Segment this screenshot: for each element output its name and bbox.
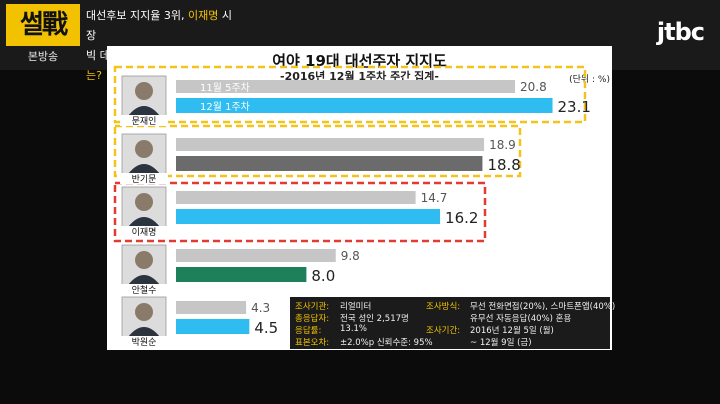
bar-current-value-label: 16.2 [445, 209, 478, 227]
highlight-box-moon [113, 65, 587, 124]
bar-prev-week [176, 249, 336, 262]
candidate-name: 박원순 [132, 337, 157, 348]
show-logo: 썰戰 [6, 4, 80, 46]
chart-unit: (단위 : %) [569, 75, 610, 85]
name-plate [120, 226, 168, 237]
bar-current-week [176, 209, 441, 224]
footer-value: 2016년 12월 5일 (월) [470, 326, 554, 336]
bar-prev-week [176, 301, 247, 314]
footer-label: 응답률: [295, 326, 322, 336]
footer-value: ±2.0%p 신뢰수준: 95% [340, 338, 433, 348]
bar-current-value-label: 18.8 [487, 156, 520, 174]
footer-label: 조사기관: [295, 302, 330, 312]
bar-prev-week [176, 80, 516, 93]
bar-prev-value-label: 18.9 [489, 138, 516, 152]
portrait-body-icon [128, 164, 160, 174]
portrait-body-icon [128, 217, 160, 227]
footer-value: ~ 12월 9일 (금) [470, 338, 532, 348]
footer-label: 조사방식: [426, 302, 461, 312]
chart-title: 여야 19대 대선주자 지지도 [272, 52, 447, 70]
series-label-prev: 11월 5주차 [200, 82, 250, 94]
bar-current-value-label: 8.0 [311, 267, 335, 285]
bar-current-week [176, 156, 483, 171]
headline-line1-suffix: 시장 [86, 9, 232, 42]
candidate-name: 문재인 [132, 116, 157, 127]
bar-prev-value-label: 4.3 [251, 301, 270, 315]
portrait-head-icon [135, 251, 153, 269]
series-label-current: 12월 1주차 [200, 101, 250, 113]
candidate-name: 안철수 [132, 285, 157, 296]
portrait-head-icon [135, 140, 153, 158]
bar-prev-value-label: 9.8 [341, 249, 360, 263]
bar-prev-week [176, 191, 416, 204]
footer-value: 리얼미터 [340, 302, 372, 312]
portrait-body-icon [128, 106, 160, 116]
name-plate [120, 336, 168, 347]
footer-value: 무선 전화면접(20%), 스마트폰앱(40%) [470, 302, 616, 312]
footer-value: 유무선 자동응답(40%) 혼용 [470, 314, 572, 324]
bar-current-value-label: 23.1 [558, 98, 591, 116]
footer-label: 총응답자: [295, 314, 330, 324]
portrait-body-icon [128, 327, 160, 337]
footer-label: 표본오차: [295, 338, 330, 348]
portrait-body-icon [128, 275, 160, 285]
portrait-head-icon [135, 303, 153, 321]
name-plate [120, 115, 168, 126]
survey-info-box: 조사기관: 리얼미터 조사방식: 무선 전화면접(20%), 스마트폰앱(40%… [290, 297, 615, 349]
bar-current-week [176, 267, 307, 282]
broadcaster-logo: jtbc [656, 18, 705, 46]
portrait-head-icon [135, 193, 153, 211]
candidate-name: 반기문 [132, 174, 157, 185]
show-logo-subtitle: 본방송 [27, 50, 59, 63]
highlight-box-ban [113, 124, 522, 178]
headline-line1-highlight: 이재명 [187, 9, 219, 22]
bar-current-week [176, 319, 250, 334]
footer-value: 13.1% [340, 324, 368, 334]
bar-prev-value-label: 14.7 [421, 191, 448, 205]
footer-label: 조사기간: [426, 326, 461, 336]
bar-current-week [176, 98, 553, 113]
footer-value: 전국 성인 2,517명 [340, 314, 409, 324]
bar-current-value-label: 4.5 [254, 319, 278, 337]
chart-subtitle: -2016년 12월 1주차 주간 집계- [280, 70, 439, 83]
bar-prev-week [176, 138, 485, 151]
bar-prev-value-label: 20.8 [520, 80, 547, 94]
highlight-box-lee [113, 181, 487, 243]
name-plate [120, 173, 168, 184]
portrait-head-icon [135, 82, 153, 100]
name-plate [120, 284, 168, 295]
headline-line1-prefix: 대선후보 지지율 3위, [86, 9, 188, 22]
candidate-name: 이재명 [132, 227, 157, 238]
